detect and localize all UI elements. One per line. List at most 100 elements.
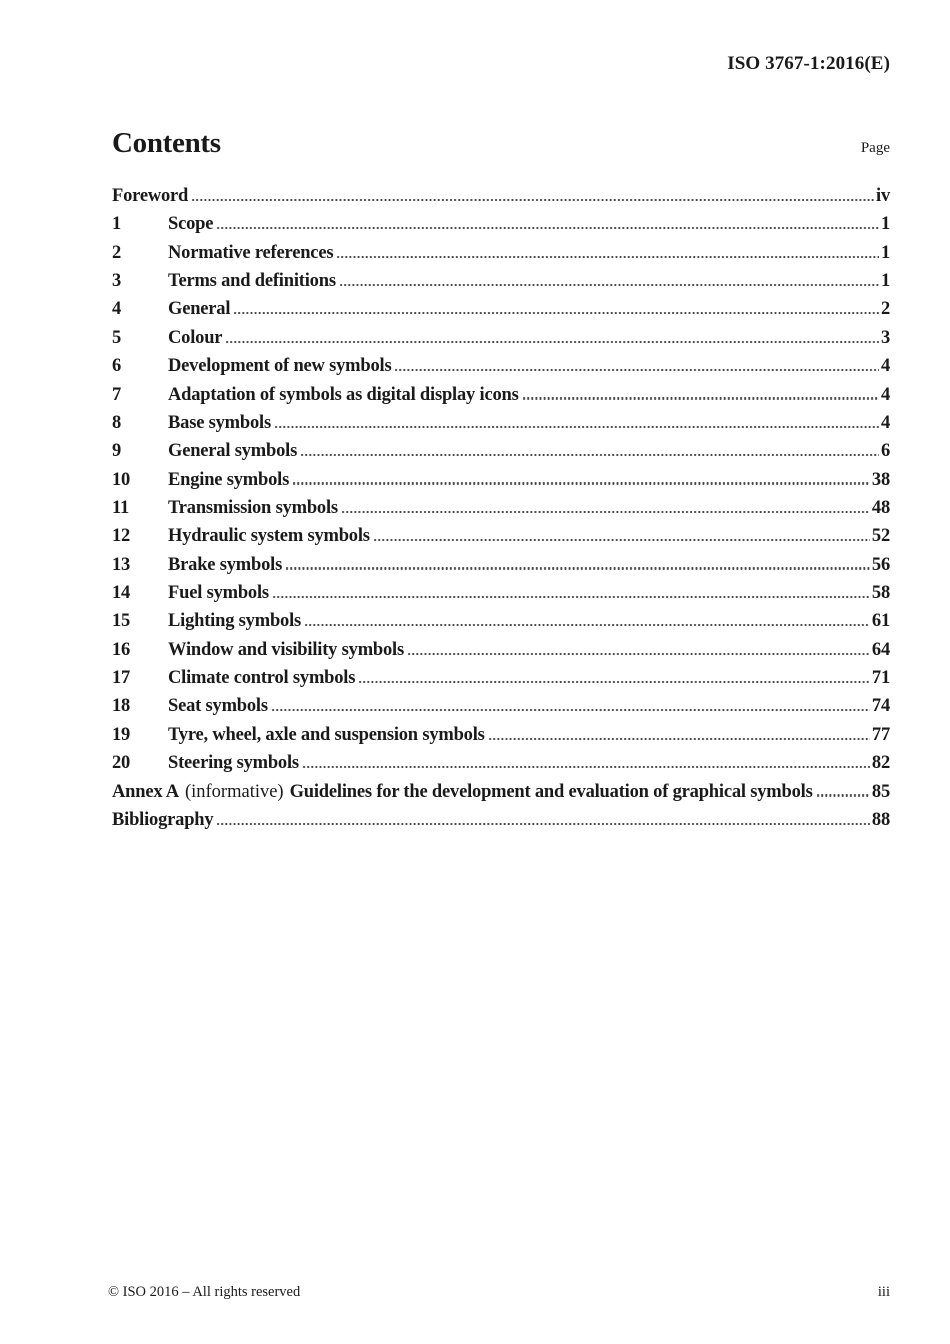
toc-entry-title: Window and visibility symbols	[168, 639, 404, 660]
toc-entry[interactable]: 15 Lighting symbols 61	[112, 607, 890, 635]
dot-leader	[305, 624, 870, 627]
toc-entry-page-number: 3	[880, 327, 890, 348]
toc-entry-number: 8	[112, 412, 122, 433]
toc-entry[interactable]: 4 General 2	[112, 295, 890, 323]
dot-leader	[217, 227, 879, 230]
dot-leader	[192, 198, 874, 201]
dot-leader	[286, 567, 870, 570]
toc-entry-number: 13	[112, 554, 131, 575]
toc-entry-page-number: 61	[871, 611, 890, 632]
toc-entry-title: Brake symbols	[168, 554, 283, 575]
toc-entry-page-number: 1	[880, 242, 890, 263]
toc-entry[interactable]: 14 Fuel symbols 58	[112, 579, 890, 607]
contents-heading: Contents	[112, 127, 221, 159]
toc-entry[interactable]: 7 Adaptation of symbols as digital displ…	[112, 381, 890, 409]
toc-entry[interactable]: Bibliography 88	[112, 806, 890, 834]
toc-entry-number: 19	[112, 724, 131, 745]
copyright-notice: © ISO 2016 – All rights reserved	[108, 1284, 301, 1300]
toc-entry-page-number: 77	[871, 724, 890, 745]
dot-leader	[339, 283, 879, 287]
dot-leader	[272, 595, 870, 599]
toc-entry[interactable]: 9 General symbols 6	[112, 437, 890, 465]
toc-entry[interactable]: 20 Steering symbols 82	[112, 749, 890, 777]
toc-entry-title: Tyre, wheel, axle and suspension symbols	[168, 724, 485, 745]
dot-leader	[395, 368, 879, 372]
toc-entry[interactable]: Annex A (informative) Guidelines for the…	[112, 778, 890, 806]
toc-entry[interactable]: 11 Transmission symbols 48	[112, 494, 890, 522]
toc-entry[interactable]: 17 Climate control symbols 71	[112, 664, 890, 692]
toc-entry[interactable]: 1 Scope 1	[112, 210, 890, 238]
toc-entry-title: Base symbols	[168, 412, 271, 433]
toc-entry-number: 20	[112, 753, 131, 774]
toc-entry-page-number: 85	[871, 781, 890, 802]
toc-entry-page-number: 82	[871, 753, 890, 774]
toc-entry[interactable]: 16 Window and visibility symbols 64	[112, 636, 890, 664]
toc-entry-number: 6	[112, 356, 122, 377]
toc-entry[interactable]: 3 Terms and definitions 1	[112, 267, 890, 295]
toc-entry[interactable]: Foreword iv	[112, 182, 890, 210]
dot-leader	[293, 482, 870, 485]
toc-entry-title: Climate control symbols	[168, 668, 356, 689]
toc-entry-title: Steering symbols	[168, 753, 299, 774]
folio-page-number: iii	[877, 1284, 890, 1300]
toc-entry-number: 12	[112, 526, 131, 547]
toc-entry[interactable]: 6 Development of new symbols 4	[112, 352, 890, 380]
toc-entry-number: 11	[112, 497, 130, 518]
toc-entry-title: Terms and definitions	[168, 271, 336, 292]
toc-entry[interactable]: 18 Seat symbols 74	[112, 692, 890, 720]
toc-entry-number: 2	[112, 242, 122, 263]
dot-leader	[217, 822, 870, 825]
toc-entry-title: General	[168, 299, 231, 320]
toc-entry[interactable]: 12 Hydraulic system symbols 52	[112, 522, 890, 550]
dot-leader	[359, 680, 870, 684]
dot-leader	[816, 794, 870, 797]
toc-entry-page-number: iv	[876, 186, 890, 206]
toc-entry-number: 17	[112, 668, 131, 689]
toc-entry-page-number: 6	[880, 441, 890, 462]
toc-entry-page-number: 88	[871, 809, 890, 830]
toc-entry-number: 15	[112, 611, 131, 632]
toc-entry-number: 16	[112, 639, 131, 660]
toc-entry[interactable]: 10 Engine symbols 38	[112, 466, 890, 494]
toc-entry-page-number: 1	[880, 214, 890, 235]
toc-entry-page-number: 4	[880, 384, 890, 405]
toc-entry-number: 5	[112, 327, 122, 348]
toc-entry-page-number: 71	[871, 668, 890, 689]
toc-entry[interactable]: 8 Base symbols 4	[112, 409, 890, 437]
toc-entry-page-number: 64	[871, 639, 890, 660]
toc-entry[interactable]: 5 Colour 3	[112, 324, 890, 352]
toc-entry-title: Lighting symbols	[168, 611, 302, 632]
dot-leader	[302, 766, 870, 769]
toc-entry-number: 9	[112, 441, 122, 462]
dot-leader	[274, 425, 879, 428]
toc-entry-page-number: 48	[871, 497, 890, 518]
toc-entry[interactable]: 2 Normative references 1	[112, 239, 890, 267]
toc-entry-number: 7	[112, 384, 122, 405]
toc-entry-page-number: 74	[871, 696, 890, 717]
dot-leader	[337, 255, 879, 258]
toc-entry-title: Engine symbols	[168, 469, 290, 490]
toc-entry-title: Transmission symbols	[168, 497, 338, 518]
toc-entry-page-number: 52	[871, 526, 890, 547]
toc-entry-title: Development of new symbols	[168, 356, 392, 377]
toc-entry-title: Annex A	[112, 781, 179, 802]
dot-leader	[341, 510, 870, 513]
toc-entry-number: 14	[112, 583, 131, 604]
toc-entry-informative-label: (informative)	[184, 781, 284, 802]
toc-entry-title: Scope	[168, 214, 214, 235]
toc-entry-title: Seat symbols	[168, 696, 268, 717]
toc-entry-page-number: 58	[871, 583, 890, 604]
toc-entry-title: Normative references	[168, 242, 334, 263]
toc-entry-title: Hydraulic system symbols	[168, 526, 370, 547]
dot-leader	[301, 454, 879, 457]
toc-entry-page-number: 56	[871, 554, 890, 575]
dot-leader	[522, 397, 879, 400]
toc-entry-number: 4	[112, 299, 122, 320]
toc-entry[interactable]: 13 Brake symbols 56	[112, 551, 890, 579]
toc-entry[interactable]: 19 Tyre, wheel, axle and suspension symb…	[112, 721, 890, 749]
toc-entry-page-number: 1	[880, 271, 890, 292]
toc-entry-title: Adaptation of symbols as digital display…	[168, 384, 519, 405]
page-footer: © ISO 2016 – All rights reserved iii	[108, 1284, 890, 1301]
toc-entry-page-number: 38	[871, 469, 890, 490]
